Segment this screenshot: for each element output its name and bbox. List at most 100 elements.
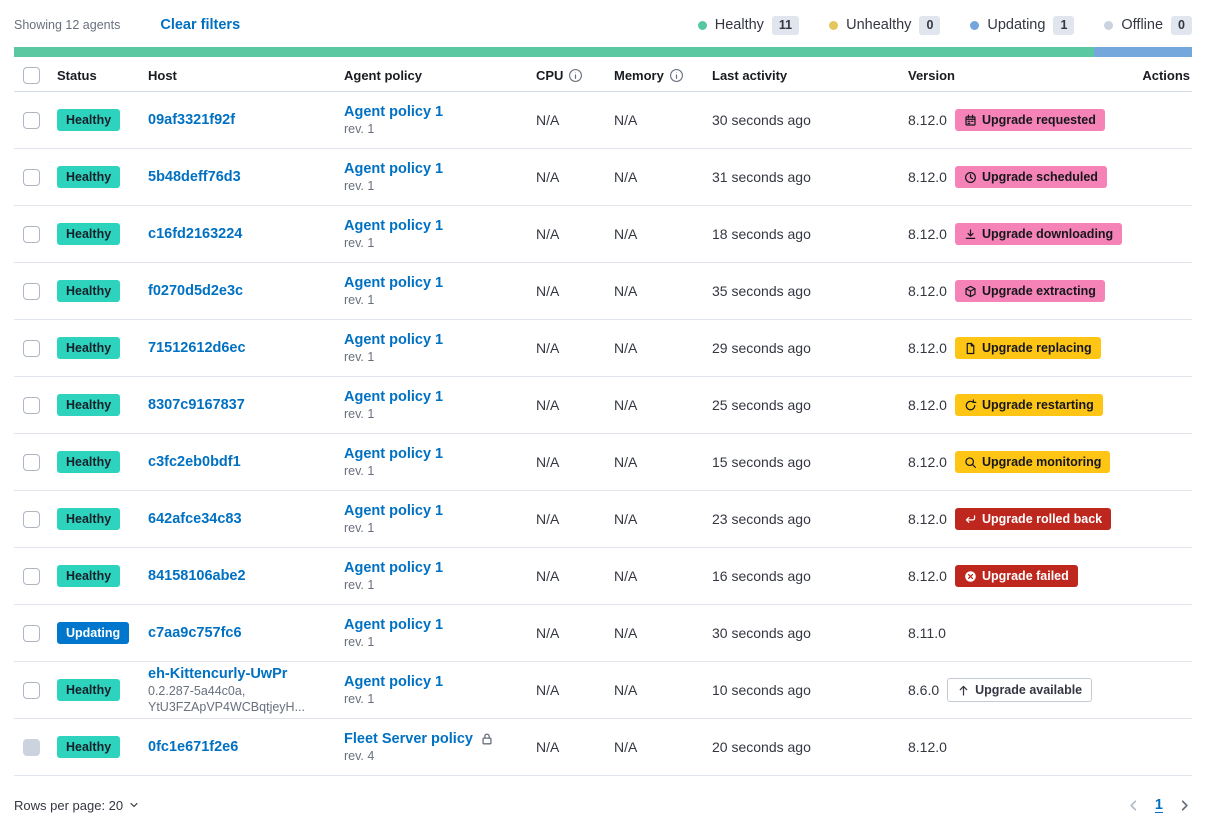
agent-policy-link[interactable]: Agent policy 1	[344, 103, 444, 120]
row-actions-button[interactable]	[1180, 572, 1188, 580]
row-checkbox[interactable]	[23, 567, 40, 585]
calendar-icon	[964, 114, 977, 127]
select-all-checkbox[interactable]	[23, 66, 40, 84]
agent-policy-link[interactable]: Agent policy 1	[344, 445, 444, 462]
lock-icon	[480, 732, 494, 746]
version-value: 8.12.0	[908, 112, 947, 128]
host-link[interactable]: eh-Kittencurly-UwPr	[148, 665, 288, 682]
host-link[interactable]: 71512612d6ec	[148, 340, 246, 356]
cpu-value: N/A	[536, 511, 560, 527]
info-icon[interactable]	[669, 68, 684, 83]
version-value: 8.12.0	[908, 568, 947, 584]
last-activity-value: 31 seconds ago	[712, 169, 811, 185]
row-checkbox[interactable]	[23, 396, 40, 414]
info-icon[interactable]	[568, 68, 583, 83]
cpu-value: N/A	[536, 169, 560, 185]
row-actions-button[interactable]	[1180, 458, 1188, 466]
row-actions-button[interactable]	[1180, 173, 1188, 181]
status-badge: Healthy	[57, 508, 121, 530]
status-badge: Healthy	[57, 166, 121, 188]
status-legend: Healthy 11 Unhealthy 0 Updating 1 Offlin…	[697, 15, 1192, 35]
host-link[interactable]: 642afce34c83	[148, 511, 242, 527]
row-checkbox[interactable]	[23, 339, 40, 357]
row-actions-button[interactable]	[1180, 230, 1188, 238]
up-icon	[957, 684, 970, 697]
next-page-button[interactable]	[1177, 798, 1192, 813]
memory-value: N/A	[614, 739, 638, 755]
policy-revision: rev. 1	[344, 235, 375, 250]
upgrade-status-badge: Upgrade extracting	[954, 280, 1105, 302]
last-activity-value: 29 seconds ago	[712, 340, 811, 356]
host-link[interactable]: 5b48deff76d3	[148, 169, 241, 185]
version-value: 8.6.0	[908, 682, 940, 698]
agent-policy-link[interactable]: Agent policy 1	[344, 502, 444, 519]
row-actions-button[interactable]	[1180, 629, 1188, 637]
status-bar-segment	[1093, 47, 1192, 57]
status-filter-healthy[interactable]: Healthy 11	[697, 15, 800, 35]
row-checkbox[interactable]	[23, 510, 40, 528]
table-row: Healthy c3fc2eb0bdf1 Agent policy 1 rev.…	[14, 434, 1192, 491]
status-dot-icon	[970, 20, 980, 30]
cpu-value: N/A	[536, 283, 560, 299]
host-link[interactable]: c16fd2163224	[148, 226, 243, 242]
agent-policy-link[interactable]: Agent policy 1	[344, 673, 444, 690]
host-link[interactable]: 8307c9167837	[148, 397, 245, 413]
row-checkbox[interactable]	[23, 453, 40, 471]
row-actions-button[interactable]	[1180, 287, 1188, 295]
row-actions-button[interactable]	[1180, 116, 1188, 124]
agent-policy-link[interactable]: Agent policy 1	[344, 160, 444, 177]
previous-page-button[interactable]	[1126, 798, 1141, 813]
col-status[interactable]: Status	[57, 67, 97, 83]
version-value: 8.12.0	[908, 397, 947, 413]
status-filter-offline[interactable]: Offline 0	[1104, 15, 1192, 35]
version-value: 8.12.0	[908, 283, 947, 299]
host-link[interactable]: c7aa9c757fc6	[148, 625, 242, 641]
clear-filters-link[interactable]: Clear filters	[160, 17, 241, 33]
table-row: Healthy 0fc1e671f2e6 Fleet Server policy…	[14, 719, 1192, 776]
host-link[interactable]: 0fc1e671f2e6	[148, 739, 239, 755]
col-version[interactable]: Version	[908, 67, 955, 83]
agent-policy-link[interactable]: Agent policy 1	[344, 274, 444, 291]
upgrade-status-badge: Upgrade requested	[954, 109, 1105, 131]
host-link[interactable]: 09af3321f92f	[148, 112, 236, 128]
col-last-activity[interactable]: Last activity	[712, 67, 788, 83]
row-actions-button[interactable]	[1180, 401, 1188, 409]
row-actions-button[interactable]	[1180, 743, 1188, 751]
agent-policy-link[interactable]: Agent policy 1	[344, 217, 444, 234]
memory-value: N/A	[614, 682, 638, 698]
agent-policy-link[interactable]: Fleet Server policy	[344, 730, 473, 747]
agent-policy-link[interactable]: Agent policy 1	[344, 388, 444, 405]
agent-policy-link[interactable]: Agent policy 1	[344, 331, 444, 348]
rows-per-page-selector[interactable]: Rows per page: 20	[14, 798, 140, 813]
agent-policy-link[interactable]: Agent policy 1	[344, 559, 444, 576]
policy-revision: rev. 1	[344, 634, 375, 649]
host-link[interactable]: c3fc2eb0bdf1	[148, 454, 241, 470]
status-filter-updating[interactable]: Updating 1	[970, 15, 1075, 35]
page-number-1[interactable]: 1	[1154, 797, 1163, 813]
col-cpu[interactable]: CPU	[536, 68, 614, 83]
status-filter-unhealthy[interactable]: Unhealthy 0	[829, 15, 941, 35]
row-checkbox[interactable]	[23, 681, 40, 699]
row-checkbox[interactable]	[23, 111, 40, 129]
table-row: Healthy 8307c9167837 Agent policy 1 rev.…	[14, 377, 1192, 434]
host-link[interactable]: 84158106abe2	[148, 568, 246, 584]
row-checkbox[interactable]	[23, 225, 40, 243]
row-checkbox[interactable]	[23, 738, 40, 756]
col-host[interactable]: Host	[148, 67, 177, 83]
col-agent-policy[interactable]: Agent policy	[344, 67, 423, 83]
row-checkbox[interactable]	[23, 282, 40, 300]
memory-value: N/A	[614, 340, 638, 356]
row-checkbox[interactable]	[23, 624, 40, 642]
host-link[interactable]: f0270d5d2e3c	[148, 283, 244, 299]
col-memory[interactable]: Memory	[614, 68, 712, 83]
row-actions-button[interactable]	[1180, 515, 1188, 523]
policy-revision: rev. 1	[344, 406, 375, 421]
upgrade-status-badge: Upgrade replacing	[954, 337, 1101, 359]
row-actions-button[interactable]	[1180, 344, 1188, 352]
row-checkbox[interactable]	[23, 168, 40, 186]
agent-policy-link[interactable]: Agent policy 1	[344, 616, 444, 633]
status-badge: Updating	[57, 622, 130, 644]
status-badge: Healthy	[57, 109, 121, 131]
row-actions-button[interactable]	[1180, 686, 1188, 694]
host-id-sub: YtU3FZApVP4WCBqtjeyH...	[148, 699, 305, 714]
